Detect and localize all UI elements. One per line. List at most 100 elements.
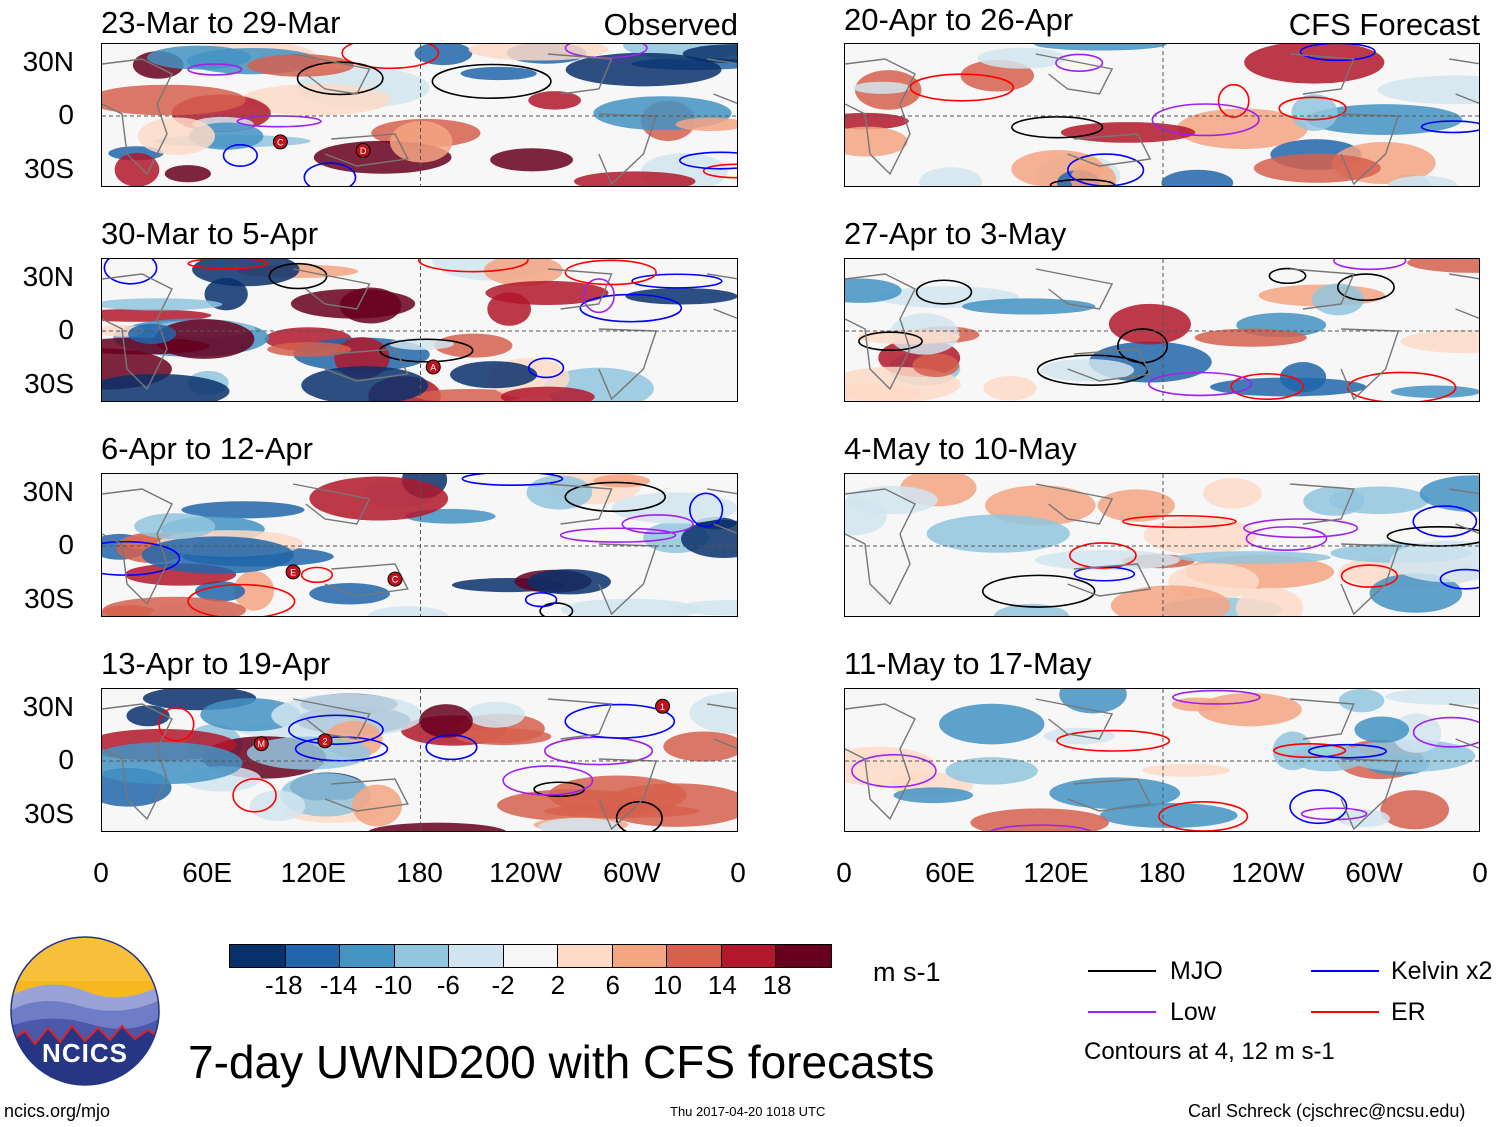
wave-contour xyxy=(1386,526,1479,547)
lon-label: 0 xyxy=(93,857,109,888)
lon-label: 0 xyxy=(836,857,852,888)
continent-outline xyxy=(1290,268,1355,310)
continent-outline xyxy=(292,53,371,95)
wind-anomaly-blob xyxy=(1175,551,1331,564)
wave-contour xyxy=(296,61,384,96)
wave-contour xyxy=(1307,743,1387,759)
lat-label: 0 xyxy=(58,99,74,130)
wave-contour xyxy=(287,714,384,745)
svg-text:2: 2 xyxy=(322,736,327,746)
lon-label: 0 xyxy=(730,857,746,888)
wave-contour xyxy=(502,765,594,796)
colorbar-tick: -14 xyxy=(319,970,358,1000)
wave-contour xyxy=(222,143,258,167)
wind-anomaly-blob xyxy=(1380,790,1450,830)
wave-contour xyxy=(417,259,529,273)
wave-contour xyxy=(1299,44,1376,62)
lat-label: 30N xyxy=(22,261,74,292)
wave-contour xyxy=(1300,807,1368,821)
continent-outline xyxy=(292,483,371,525)
map-field xyxy=(845,44,1479,186)
wave-contour xyxy=(1243,518,1359,539)
wind-anomaly-blob xyxy=(490,148,574,172)
panel-title-7: 4-May to 10-May xyxy=(844,431,1077,466)
wave-contour xyxy=(1158,800,1249,831)
colorbar xyxy=(229,944,832,968)
wave-contour xyxy=(1055,53,1104,73)
storm-marker: E xyxy=(285,564,301,580)
wind-anomaly-blob xyxy=(419,704,473,738)
continent-outline xyxy=(292,698,371,740)
wind-anomaly-blob xyxy=(102,337,210,355)
lat-label: 30S xyxy=(24,583,74,614)
wind-anomaly-blob xyxy=(853,81,911,94)
continent-outline xyxy=(845,273,916,391)
wind-anomaly-blob xyxy=(147,45,251,70)
colorbar-tick: 18 xyxy=(762,970,792,1000)
map-panel-forecast-3 xyxy=(844,473,1480,617)
continent-outline xyxy=(1067,348,1152,382)
wave-contour xyxy=(539,602,574,616)
colorbar-swatch xyxy=(230,945,286,967)
map-panel-observed-4: M 2 1 xyxy=(101,688,738,832)
wind-anomaly-blob xyxy=(1110,585,1231,616)
lat-label: 30S xyxy=(24,798,74,829)
wind-anomaly-blob xyxy=(1390,385,1479,398)
wind-anomaly-blob xyxy=(538,818,622,831)
continent-outline xyxy=(547,698,613,740)
wind-anomaly-blob xyxy=(1312,283,1365,316)
legend-label-er: ER xyxy=(1391,998,1426,1026)
lon-label: 180 xyxy=(1138,857,1186,888)
continent-outline xyxy=(707,703,737,749)
panel-title-8: 11-May to 17-May xyxy=(844,646,1092,681)
legend-label-mjo: MJO xyxy=(1170,957,1223,985)
wind-anomaly-blob xyxy=(912,353,960,378)
continent-outline xyxy=(324,778,409,812)
wave-contour xyxy=(564,703,676,739)
wave-contour xyxy=(524,592,558,608)
wind-anomaly-blob xyxy=(939,703,1045,745)
wave-contour xyxy=(909,73,1015,102)
continent-outline xyxy=(598,113,658,186)
continent-outline xyxy=(547,53,613,95)
logo-text: NCICS xyxy=(42,1038,128,1068)
wave-contour xyxy=(187,583,296,616)
wind-anomaly-blob xyxy=(1338,689,1385,713)
continent-outline xyxy=(324,133,409,167)
legend-label-kelvin: Kelvin x2 xyxy=(1391,957,1493,985)
wind-anomaly-blob xyxy=(1384,689,1479,705)
wind-anomaly-blob xyxy=(414,44,473,66)
lon-label: 60W xyxy=(603,857,661,888)
wind-anomaly-blob xyxy=(450,361,538,389)
wind-anomaly-blob xyxy=(1369,573,1463,613)
continent-outline xyxy=(1340,543,1400,616)
wave-contour xyxy=(1151,103,1260,137)
panel-title-6: 27-Apr to 3-May xyxy=(844,216,1067,251)
wind-anomaly-blob xyxy=(181,501,305,519)
wave-contour xyxy=(564,481,667,513)
wave-contour xyxy=(1333,259,1407,271)
wave-contour xyxy=(1340,564,1399,588)
continent-outline xyxy=(1449,273,1479,319)
wind-anomaly-blob xyxy=(1099,802,1238,828)
continent-outline xyxy=(707,273,737,319)
wind-anomaly-blob xyxy=(102,596,246,616)
wind-anomaly-blob xyxy=(1253,153,1381,183)
continent-outline xyxy=(598,328,658,401)
footer-url[interactable]: ncics.org/mjo xyxy=(4,1101,111,1121)
lon-label: 60W xyxy=(1345,857,1403,888)
lon-label: 180 xyxy=(396,857,443,888)
wind-anomaly-blob xyxy=(485,280,609,306)
wind-anomaly-blob xyxy=(845,278,902,303)
wind-anomaly-blob xyxy=(544,804,700,819)
map-field: A xyxy=(102,259,737,401)
wind-anomaly-blob xyxy=(893,787,974,804)
colorbar-swatch xyxy=(502,945,559,967)
colorbar-swatch xyxy=(448,945,505,967)
map-field: EC xyxy=(102,474,737,616)
lon-label: 60E xyxy=(925,857,975,888)
wave-contour xyxy=(851,753,937,788)
colorbar-tick: 10 xyxy=(653,970,682,1000)
wave-contour xyxy=(1439,568,1479,590)
colorbar-swatch xyxy=(666,945,723,967)
